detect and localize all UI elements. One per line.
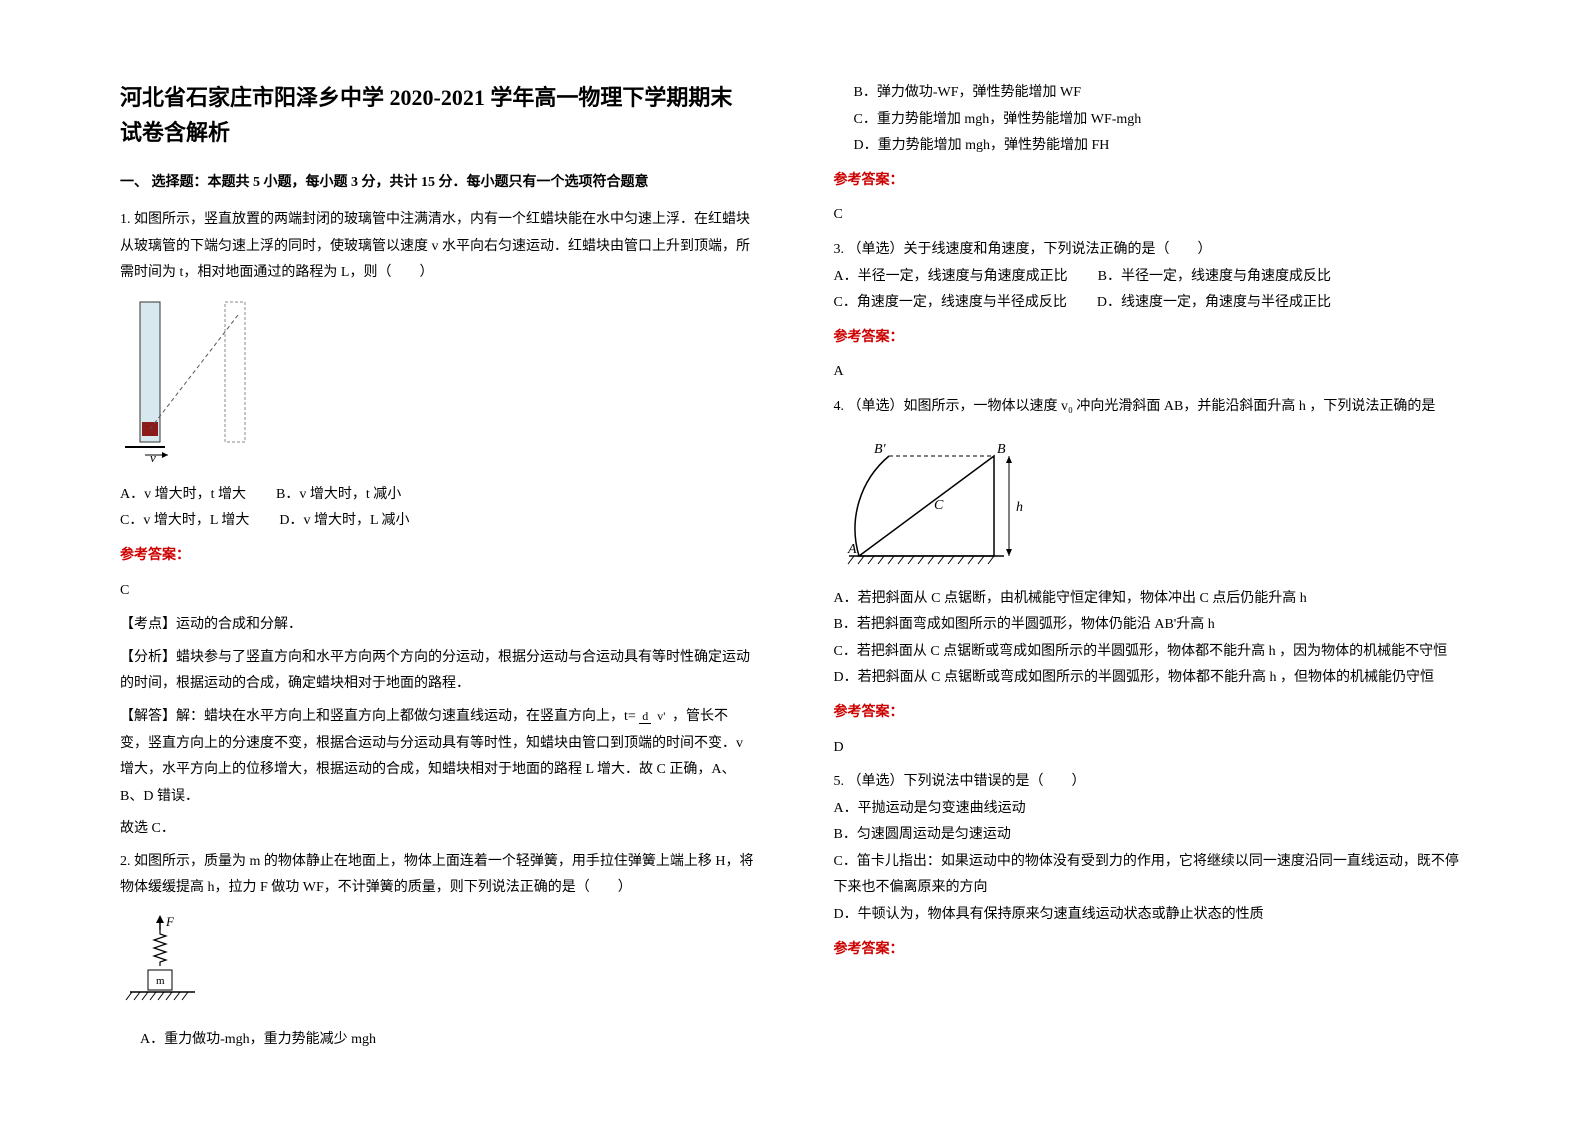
q5-option-d: D．牛顿认为，物体具有保持原来匀速直线运动状态或静止状态的性质	[834, 902, 1468, 929]
q4-label-a: A	[847, 542, 857, 557]
q3-option-c: C．角速度一定，线速度与半径成反比	[834, 290, 1067, 317]
q4-option-b: B．若把斜面弯成如图所示的半圆弧形，物体仍能沿 AB'升高 h	[834, 612, 1468, 639]
q3-options-row1: A．半径一定，线速度与角速度成正比 B．半径一定，线速度与角速度成反比	[834, 264, 1468, 291]
q1-solution-end: 故选 C．	[120, 816, 754, 843]
q1-frac-den: v'	[654, 709, 668, 723]
q1-analysis: 【分析】蜡块参与了竖直方向和水平方向两个方向的分运动，根据分运动与合运动具有等时…	[120, 645, 754, 698]
left-column: 河北省石家庄市阳泽乡中学 2020-2021 学年高一物理下学期期末试卷含解析 …	[100, 80, 794, 1082]
q4-label-c: C	[934, 498, 944, 513]
q4-answer-heading: 参考答案：	[834, 700, 1468, 727]
q1-options-row1: A．v 增大时，t 增大 B．v 增大时，t 减小	[120, 482, 754, 509]
q2-diagram-svg: F m	[120, 912, 210, 1012]
q5-stem: 5. （单选）下列说法中错误的是（ ）	[834, 769, 1468, 796]
q1-diagram-svg: v	[120, 297, 260, 467]
q4-label-h: h	[1016, 500, 1023, 515]
q1-answer-heading: 参考答案：	[120, 543, 754, 570]
svg-text:v: v	[150, 450, 156, 465]
q2-option-b: B．弹力做功-WF，弹性势能增加 WF	[854, 80, 1468, 107]
q5-option-a: A．平抛运动是匀变速曲线运动	[834, 796, 1468, 823]
q2-diagram: F m	[120, 912, 754, 1017]
q5-option-b: B．匀速圆周运动是匀速运动	[834, 822, 1468, 849]
q1-sol-part1: 【解答】解：蜡块在水平方向上和竖直方向上都做匀速直线运动，在竖直方向上，t=	[120, 709, 636, 724]
q1-option-b: B．v 增大时，t 减小	[276, 482, 401, 509]
q4-label-bp: B'	[874, 442, 887, 457]
q1-diagram: v	[120, 297, 754, 472]
q1-keypoint: 【考点】运动的合成和分解．	[120, 612, 754, 639]
q3-answer: A	[834, 359, 1468, 386]
q2-option-c: C．重力势能增加 mgh，弹性势能增加 WF-mgh	[854, 107, 1468, 134]
q3-options-row2: C．角速度一定，线速度与半径成反比 D．线速度一定，角速度与半径成正比	[834, 290, 1468, 317]
q4-diagram-svg: A B B' C h	[834, 431, 1054, 571]
q1-option-a: A．v 增大时，t 增大	[120, 482, 246, 509]
q2-answer: C	[834, 202, 1468, 229]
q2-stem: 2. 如图所示，质量为 m 的物体静止在地面上，物体上面连着一个轻弹簧，用手拉住…	[120, 849, 754, 902]
q4-answer: D	[834, 735, 1468, 762]
q1-options-row2: C．v 增大时，L 增大 D．v 增大时，L 减小	[120, 508, 754, 535]
q1-solution: 【解答】解：蜡块在水平方向上和竖直方向上都做匀速直线运动，在竖直方向上，t= d…	[120, 704, 754, 810]
q3-stem: 3. （单选）关于线速度和角速度，下列说法正确的是（ ）	[834, 237, 1468, 264]
q2-option-a: A．重力做功-mgh，重力势能减少 mgh	[140, 1027, 754, 1054]
q1-fraction: d v'	[639, 710, 668, 723]
q3-option-b: B．半径一定，线速度与角速度成反比	[1098, 264, 1331, 291]
q5-answer-heading: 参考答案：	[834, 937, 1468, 964]
svg-text:F: F	[165, 914, 175, 929]
section-1-heading: 一、 选择题：本题共 5 小题，每小题 3 分，共计 15 分．每小题只有一个选…	[120, 170, 754, 197]
right-column: B．弹力做功-WF，弹性势能增加 WF C．重力势能增加 mgh，弹性势能增加 …	[794, 80, 1488, 1082]
q1-option-d: D．v 增大时，L 减小	[279, 508, 409, 535]
q2-option-d: D．重力势能增加 mgh，弹性势能增加 FH	[854, 133, 1468, 160]
q3-option-a: A．半径一定，线速度与角速度成正比	[834, 264, 1068, 291]
q1-frac-num: d	[639, 709, 651, 724]
q1-option-c: C．v 增大时，L 增大	[120, 508, 249, 535]
page-title: 河北省石家庄市阳泽乡中学 2020-2021 学年高一物理下学期期末试卷含解析	[120, 80, 754, 150]
svg-text:m: m	[156, 975, 165, 987]
q2-answer-heading: 参考答案：	[834, 168, 1468, 195]
q4-option-a: A．若把斜面从 C 点锯断，由机械能守恒定律知，物体冲出 C 点后仍能升高 h	[834, 586, 1468, 613]
q4-diagram: A B B' C h	[834, 431, 1468, 576]
q1-stem: 1. 如图所示，竖直放置的两端封闭的玻璃管中注满清水，内有一个红蜡块能在水中匀速…	[120, 207, 754, 287]
q4-option-c: C．若把斜面从 C 点锯断或弯成如图所示的半圆弧形，物体都不能升高 h ，因为物…	[834, 639, 1468, 666]
q5-option-c: C．笛卡儿指出：如果运动中的物体没有受到力的作用，它将继续以同一速度沿同一直线运…	[834, 849, 1468, 902]
q3-answer-heading: 参考答案：	[834, 325, 1468, 352]
q4-option-d: D．若把斜面从 C 点锯断或弯成如图所示的半圆弧形，物体都不能升高 h ，但物体…	[834, 665, 1468, 692]
q4-label-b: B	[997, 442, 1006, 457]
q1-answer: C	[120, 578, 754, 605]
q3-option-d: D．线速度一定，角速度与半径成正比	[1097, 290, 1331, 317]
q4-stem: 4. （单选）如图所示，一物体以速度 v₀ 冲向光滑斜面 AB，并能沿斜面升高 …	[834, 394, 1468, 421]
